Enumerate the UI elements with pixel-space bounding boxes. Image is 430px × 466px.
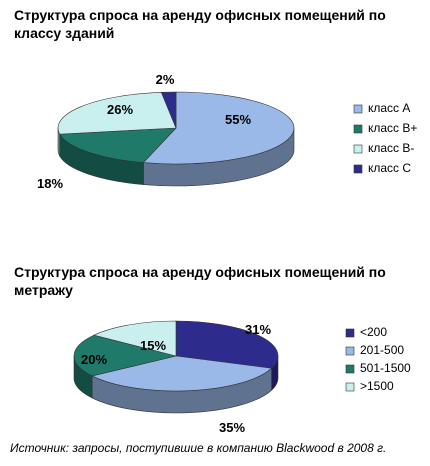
legend-swatch: [353, 144, 363, 154]
legend-swatch: [353, 164, 363, 174]
legend-entry: >1500: [360, 379, 394, 393]
chart-title: Структура спроса на аренду офисных помещ…: [14, 264, 386, 298]
legend-swatch: [345, 346, 355, 356]
legend-entry: класс А: [368, 101, 410, 115]
pie-chart-area: 31% 35% 20% 15% <200 201-500 501-1500 >1500: [73, 320, 411, 435]
source-note: Источник: запросы, поступившие в компани…: [10, 441, 387, 455]
data-label: 31%: [245, 322, 271, 337]
data-label: 35%: [219, 420, 245, 435]
pie-slice-4: [93, 320, 177, 357]
data-label: 15%: [140, 338, 166, 353]
legend-swatch: [353, 124, 363, 134]
pie-slice-1: [142, 91, 295, 165]
legend: <200 201-500 501-1500 >1500: [345, 325, 411, 393]
pie-slice-2: [59, 127, 177, 163]
legend-swatch: [345, 364, 355, 374]
pie-chart-building-class: 55% 18% 26% 2% класс А класс В+ класс В-класс …: [37, 72, 417, 191]
pie-slice-4: [160, 91, 177, 129]
pie-top: [73, 320, 279, 392]
legend-entry: 201-500: [360, 343, 404, 357]
legend-swatch: [345, 328, 355, 338]
pie-slice-3: [57, 91, 177, 135]
data-label: 2%: [156, 72, 175, 87]
legend-entry: класс В-: [368, 141, 414, 155]
data-label: 26%: [107, 102, 133, 117]
legend-entry: класс С: [368, 161, 411, 175]
chart-title: Структура спроса на аренду офисных помещ…: [14, 7, 386, 41]
data-label: 55%: [225, 112, 251, 127]
legend: класс А класс В+ класс В-класс С: [353, 101, 417, 175]
pie-slice-3: [73, 334, 177, 377]
legend-entry: <200: [360, 325, 387, 339]
legend-swatch: [353, 104, 363, 114]
pie-top: [57, 91, 295, 165]
pie-slice-2: [91, 355, 273, 392]
pie-slice-1: [175, 320, 279, 369]
legend-swatch: [345, 382, 355, 392]
legend-entry: класс В+: [368, 121, 417, 135]
data-label: 18%: [37, 176, 63, 191]
data-label: 20%: [81, 352, 107, 367]
legend-entry: 501-1500: [360, 361, 411, 375]
